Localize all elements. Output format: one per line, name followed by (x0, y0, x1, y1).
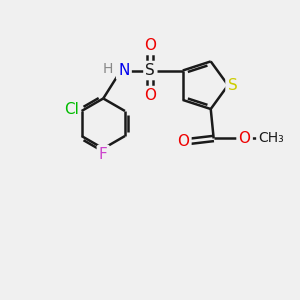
Text: O: O (144, 88, 156, 103)
Text: Cl: Cl (64, 102, 79, 117)
Text: S: S (228, 78, 237, 93)
Text: N: N (118, 63, 130, 78)
Text: O: O (177, 134, 189, 149)
Text: CH₃: CH₃ (258, 131, 284, 146)
Text: S: S (146, 63, 155, 78)
Text: F: F (99, 147, 108, 162)
Text: O: O (144, 38, 156, 53)
Text: O: O (238, 131, 250, 146)
Text: H: H (103, 62, 113, 76)
